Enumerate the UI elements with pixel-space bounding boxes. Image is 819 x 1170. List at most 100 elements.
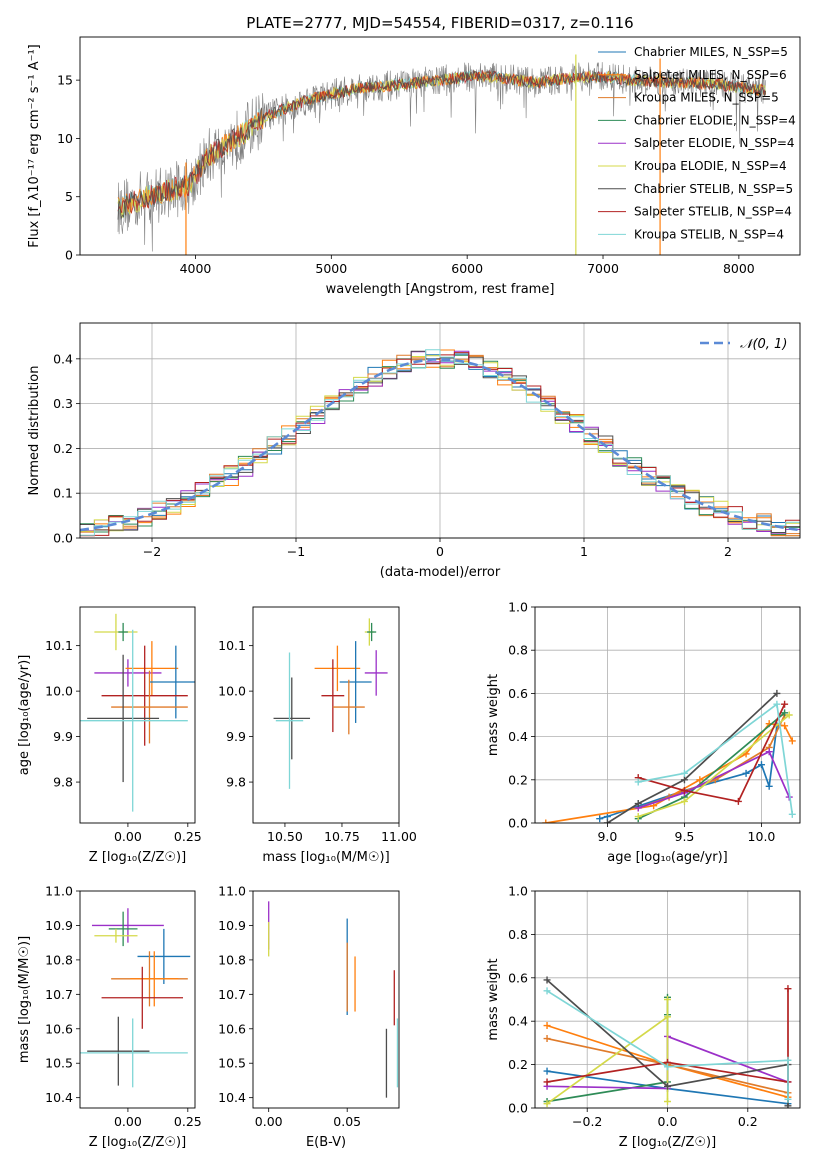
weight-marker-chabrier_miles (742, 769, 750, 777)
weight-marker-kroupa_elodie (664, 1097, 671, 1105)
x-axis-label: E(B-V) (306, 1135, 346, 1150)
y-tick-label: 0.2 (508, 1057, 528, 1072)
axes-frame (252, 890, 400, 1109)
weight-marker-chabrier_stelib (634, 800, 642, 808)
weight-marker-kroupa_stelib (634, 778, 642, 786)
y-axis-label: Flux [f_λ10⁻¹⁷ erg cm⁻² s⁻¹ A⁻¹] (27, 44, 42, 248)
weight-marker-salpeter_miles (543, 1022, 551, 1030)
y-tick-label: 10 (57, 131, 73, 146)
weight-line-kroupa_stelib (546, 990, 789, 1100)
y-tick-label: 9.8 (53, 775, 73, 790)
x-axis-label: Z [log₁₀(Z/Z☉)] (89, 850, 186, 865)
axes-frame (79, 322, 801, 539)
x-axis-label: wavelength [Angstrom, rest frame] (326, 282, 555, 297)
x-tick-label: 0.00 (255, 1114, 283, 1129)
y-tick-label: 0.8 (508, 643, 528, 658)
weight-marker-kroupa_elodie (664, 996, 671, 1003)
y-tick-label: 5 (65, 189, 73, 204)
plot-area (542, 689, 796, 823)
weight-marker-salpeter_stelib (734, 797, 742, 805)
y-tick-label: 0.4 (508, 729, 528, 744)
panel-ebv_mass: 0.00 0.05 10.4 10.5 10.6 10.7 10.8 10.9 11.0 E(B-… (218, 884, 400, 1150)
y-tick-label: 0 (65, 248, 73, 263)
y-tick-label: 11.0 (218, 884, 246, 899)
axes-frame (79, 36, 801, 256)
y-tick-label: 0.0 (53, 531, 73, 546)
plot-area (80, 613, 195, 812)
y-tick-label: 1.0 (508, 600, 528, 615)
x-tick-label: 0.25 (174, 1114, 202, 1129)
legend-label: Kroupa STELIB, N_SSP=4 (634, 227, 784, 241)
x-tick-label: 0.2 (738, 1114, 758, 1129)
weight-marker-kroupa_elodie (680, 797, 688, 805)
x-tick-label: 0.00 (114, 1114, 142, 1129)
x-tick-label: 10.75 (324, 829, 360, 844)
y-tick-label: 10.9 (45, 918, 73, 933)
legend-label: Kroupa MILES, N_SSP=5 (634, 91, 779, 105)
y-tick-label: 1.0 (508, 884, 528, 899)
y-tick-label: 10.9 (218, 918, 246, 933)
weight-marker-salpeter_stelib (680, 787, 688, 795)
x-tick-label: −2 (143, 544, 161, 559)
legend-label: Chabrier ELODIE, N_SSP=4 (634, 113, 796, 127)
y-tick-label: 10.7 (218, 987, 246, 1002)
weight-marker-kroupa_stelib (543, 987, 551, 995)
y-tick-label: 10.8 (45, 952, 73, 967)
y-tick-label: 10.8 (218, 952, 246, 967)
weight-marker-kroupa_stelib (784, 1056, 792, 1064)
model-spectrum-chabrier_stelib (117, 69, 767, 221)
y-tick-label: 10.7 (45, 987, 73, 1002)
x-tick-label: 6000 (451, 261, 483, 276)
weight-marker-salpeter_miles (542, 819, 550, 823)
x-tick-label: 0.0 (658, 1114, 678, 1129)
panel-z_age: 0.00 0.25 9.8 9.9 10.0 10.1 Z [log₁₀(Z/Z☉)] age… (17, 606, 202, 865)
x-tick-label: 7000 (587, 261, 619, 276)
plot-area (543, 976, 792, 1108)
figure-title: PLATE=2777, MJD=54554, FIBERID=0317, z=0… (246, 14, 633, 32)
y-tick-label: 0.0 (508, 1101, 528, 1116)
legend-label: Salpeter MILES, N_SSP=6 (634, 68, 787, 82)
x-tick-label: 9.5 (675, 829, 695, 844)
histogram-salpeter_stelib (80, 352, 800, 537)
panel-z_weight: −0.2 0.0 0.2 0.0 0.2 0.4 0.6 0.8 1.0 Z [log₁₀(Z/Z… (486, 884, 801, 1150)
y-tick-label: 10.0 (45, 684, 73, 699)
weight-marker-kroupa_stelib (788, 810, 796, 818)
y-tick-label: 0.2 (508, 772, 528, 787)
panel-spectrum: 4000 5000 6000 7000 8000 0 5 10 15 wavelength [An… (27, 36, 801, 297)
x-axis-label: Z [log₁₀(Z/Z☉)] (619, 1135, 716, 1150)
x-tick-label: 9.0 (597, 829, 617, 844)
weight-line-kroupa_stelib (638, 702, 794, 815)
y-tick-label: 0.6 (508, 686, 528, 701)
y-tick-label: 10.5 (218, 1056, 246, 1071)
x-tick-label: 10.50 (267, 829, 303, 844)
x-tick-label: −1 (287, 544, 305, 559)
weight-marker-salpeter_miles (696, 776, 704, 784)
y-tick-label: 10.5 (45, 1056, 73, 1071)
weight-marker-salpeter_miles (788, 737, 796, 745)
legend: Chabrier MILES, N_SSP=5 Salpeter MILES, N… (598, 45, 796, 241)
y-tick-label: 0.1 (53, 486, 73, 501)
y-tick-label: 9.9 (53, 729, 73, 744)
legend-label: Kroupa ELODIE, N_SSP=4 (634, 159, 787, 173)
panel-z_mass: 0.00 0.25 10.4 10.5 10.6 10.7 10.8 10.9 11.0 Z [l… (17, 884, 202, 1151)
x-tick-label: 11.00 (381, 829, 417, 844)
x-tick-label: 0.25 (174, 829, 202, 844)
legend-label: 𝒩(0, 1) (740, 337, 787, 352)
weight-marker-salpeter_stelib (543, 1078, 551, 1086)
axes-frame (252, 606, 400, 824)
weight-marker-salpeter_miles (781, 722, 789, 730)
weight-marker-chabrier_stelib (543, 976, 551, 984)
y-tick-label: 9.8 (226, 775, 246, 790)
weight-marker-chabrier_stelib (664, 1082, 671, 1090)
y-axis-label: Normed distribution (27, 366, 42, 496)
axes-frame (534, 606, 801, 824)
plot-area (268, 901, 399, 1098)
weight-marker-kroupa_stelib (784, 1095, 792, 1103)
weight-line-kroupa_elodie (546, 999, 669, 1105)
y-tick-label: 10.6 (218, 1021, 246, 1036)
weight-marker-kroupa_elodie (543, 1100, 551, 1108)
y-tick-label: 0.2 (53, 441, 73, 456)
x-tick-label: 10.0 (748, 829, 776, 844)
weight-marker-kroupa_stelib (680, 769, 688, 777)
